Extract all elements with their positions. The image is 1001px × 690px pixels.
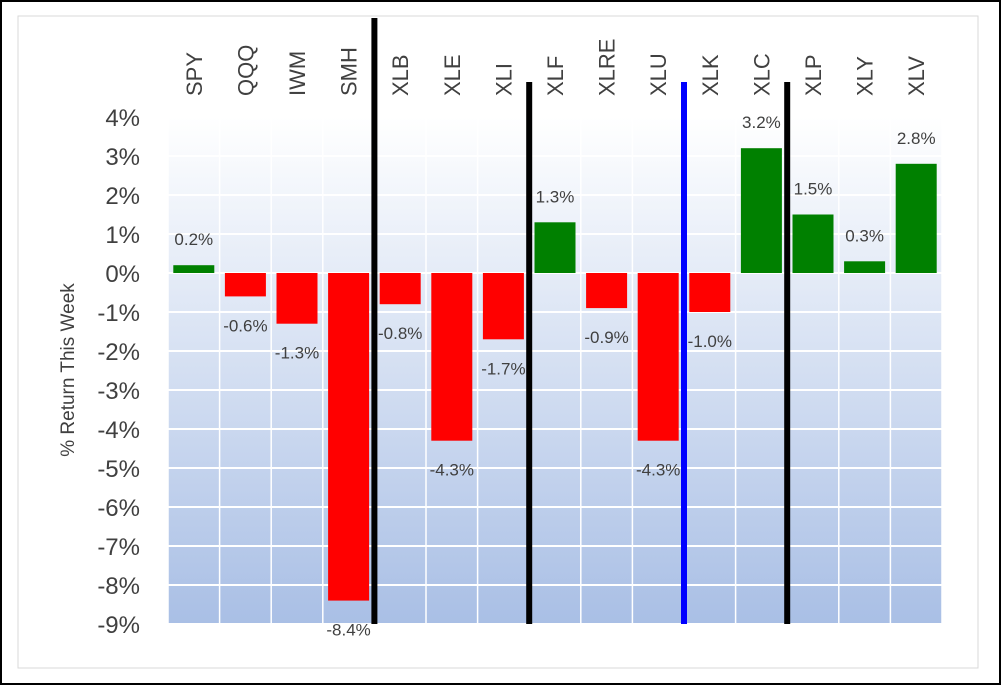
bars [173, 148, 937, 601]
bar-xlu [637, 273, 679, 441]
bar-smh [328, 273, 370, 601]
plot-area [168, 117, 942, 624]
category-labels: SPY QQQ IWM SMH XLB XLE XLI XLF XLRE XLU XLK XLC XLP… [182, 39, 929, 96]
y-tick-label: -9% [97, 612, 140, 639]
data-label: 1.5% [794, 180, 833, 199]
category-label-xlv: XLV [904, 56, 929, 96]
data-label: -4.3% [430, 461, 474, 480]
data-label: -0.6% [223, 316, 267, 335]
bar-xlre [586, 273, 628, 309]
y-tick-label: -1% [97, 300, 140, 327]
category-label-xlc: XLC [749, 53, 774, 96]
category-label-xlk: XLK [698, 54, 723, 96]
bar-qqq [224, 273, 266, 297]
category-label-xle: XLE [440, 54, 465, 96]
category-label-smh: SMH [337, 47, 362, 96]
data-label: -1.3% [275, 344, 319, 363]
data-label: -0.8% [378, 324, 422, 343]
y-tick-labels: 4% 3% 2% 1% 0% -1% -2% -3% -4% -5% -6% -7% -8% -9% [97, 105, 140, 639]
bar-iwm [276, 273, 318, 324]
category-label-xlp: XLP [801, 54, 826, 96]
category-label-xlf: XLF [543, 56, 568, 96]
category-label-xli: XLI [491, 63, 516, 96]
y-tick-label: 4% [105, 105, 140, 132]
category-label-iwm: IWM [285, 51, 310, 96]
category-label-spy: SPY [182, 52, 207, 96]
data-label: -8.4% [326, 621, 370, 640]
data-label: -1.7% [481, 359, 525, 378]
y-tick-label: -4% [97, 417, 140, 444]
y-tick-label: 2% [105, 183, 140, 210]
bar-xlp [792, 214, 834, 273]
data-label: -0.9% [584, 328, 628, 347]
y-tick-label: -6% [97, 495, 140, 522]
bar-xlv [895, 163, 937, 273]
bar-xlc [740, 148, 782, 273]
data-label: 0.3% [845, 226, 884, 245]
y-tick-label: 0% [105, 261, 140, 288]
data-label: 2.8% [897, 129, 936, 148]
bar-xlf [534, 222, 576, 273]
y-tick-label: -5% [97, 456, 140, 483]
data-label: 3.2% [742, 113, 781, 132]
y-tick-label: -2% [97, 339, 140, 366]
bar-spy [173, 265, 215, 273]
y-tick-label: -8% [97, 573, 140, 600]
category-label-xlre: XLRE [595, 39, 620, 96]
bar-xly [844, 261, 886, 273]
data-labels: 0.2% -0.6% -1.3% -8.4% -0.8% -4.3% -1.7% 1.3% -0… [174, 113, 935, 639]
y-tick-label: 3% [105, 144, 140, 171]
category-label-xly: XLY [853, 56, 878, 96]
category-label-xlb: XLB [388, 54, 413, 96]
bar-xlk [689, 273, 731, 312]
bar-xlb [379, 273, 421, 305]
bar-xli [482, 273, 524, 340]
data-label: 1.3% [536, 187, 575, 206]
category-label-xlu: XLU [646, 53, 671, 96]
y-axis-title: % Return This Week [58, 283, 79, 457]
y-tick-label: -7% [97, 534, 140, 561]
y-tick-label: -3% [97, 378, 140, 405]
bar-xle [431, 273, 473, 441]
data-label: -4.3% [636, 461, 680, 480]
data-label: -1.0% [688, 332, 732, 351]
data-label: 0.2% [174, 230, 213, 249]
category-label-qqq: QQQ [233, 45, 258, 96]
y-tick-label: 1% [105, 222, 140, 249]
separator-lines [371, 18, 791, 624]
